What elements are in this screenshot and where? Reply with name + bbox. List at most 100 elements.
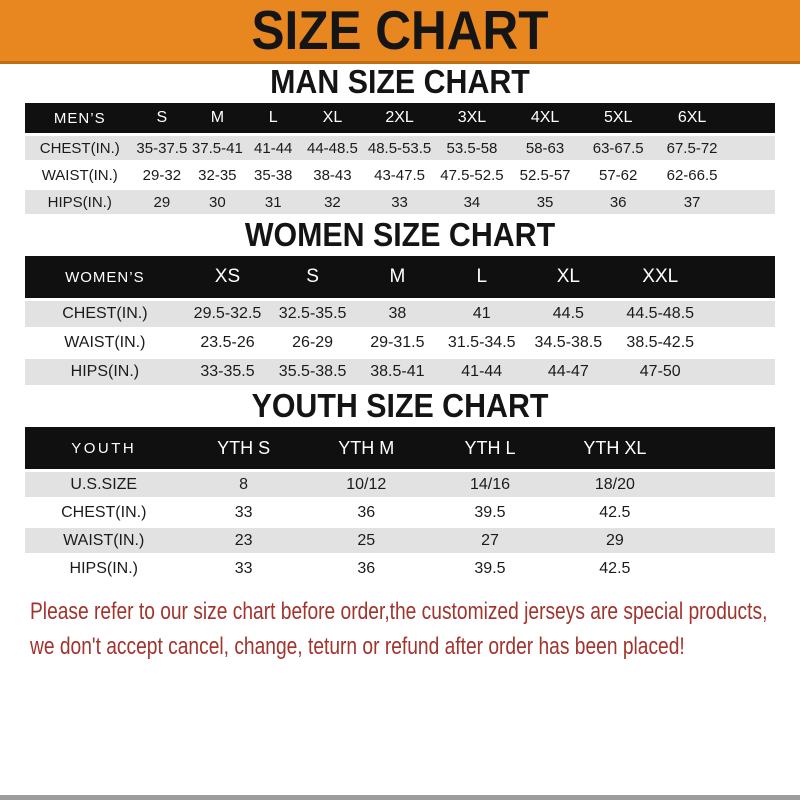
size-value-cell: 67.5-72 [654, 136, 730, 160]
size-value-cell: 35.5-38.5 [270, 359, 355, 385]
size-column-header: YTH S [182, 427, 305, 469]
size-value-cell: 29-32 [134, 163, 190, 187]
size-column-header: S [270, 256, 355, 298]
size-value-cell: 47.5-52.5 [435, 163, 509, 187]
size-value-cell: 35-37.5 [134, 136, 190, 160]
size-value-cell: 44.5-48.5 [612, 301, 708, 327]
section-women: WOMEN SIZE CHART WOMEN’S XS S M L XL XXL CHEST(… [0, 217, 800, 388]
size-column-header: XS [184, 256, 271, 298]
section-youth: YOUTH SIZE CHART YOUTH YTH S YTH M YTH L YTH… [0, 388, 800, 584]
spacer-cell [707, 301, 775, 327]
size-value-cell: 29 [134, 190, 190, 214]
measurement-label: HIPS(IN.) [25, 556, 183, 581]
size-value-cell: 10/12 [304, 472, 428, 497]
size-chart-banner: SIZE CHART [0, 0, 800, 64]
policy-line-2: we don't accept cancel, change, teturn o… [30, 633, 685, 660]
size-value-cell: 41-44 [245, 136, 301, 160]
size-value-cell: 36 [581, 190, 655, 214]
women-size-table: WOMEN’S XS S M L XL XXL CHEST(IN.) 29.5-32.5 32.5… [25, 253, 775, 388]
size-value-cell: 39.5 [427, 556, 553, 581]
size-value-cell: 23 [182, 528, 305, 553]
measurement-label: U.S.SIZE [25, 472, 183, 497]
women-section-heading: WOMEN SIZE CHART [244, 216, 556, 253]
table-header-label: YOUTH [25, 427, 183, 469]
size-value-cell: 36 [304, 500, 428, 525]
size-value-cell: 35-38 [245, 163, 301, 187]
bottom-edge-bar [0, 795, 800, 800]
size-value-cell: 32-35 [189, 163, 246, 187]
size-column-header: S [134, 103, 190, 133]
size-column-header: 6XL [654, 103, 730, 133]
size-value-cell: 52.5-57 [508, 163, 582, 187]
measurement-label: HIPS(IN.) [25, 359, 185, 385]
size-value-cell: 38.5-42.5 [612, 330, 708, 356]
size-value-cell: 48.5-53.5 [363, 136, 436, 160]
size-value-cell: 37 [654, 190, 730, 214]
size-value-cell: 33 [182, 500, 305, 525]
size-value-cell: 42.5 [552, 556, 678, 581]
table-header-row: YOUTH YTH S YTH M YTH L YTH XL [25, 427, 775, 469]
size-value-cell: 62-66.5 [654, 163, 730, 187]
men-section-heading: MAN SIZE CHART [270, 63, 530, 100]
size-value-cell: 18/20 [552, 472, 678, 497]
size-value-cell: 33 [182, 556, 305, 581]
size-value-cell: 63-67.5 [581, 136, 655, 160]
size-column-header: 5XL [581, 103, 655, 133]
table-row: HIPS(IN.) 33-35.5 35.5-38.5 38.5-41 41-44 44-… [25, 359, 775, 385]
size-column-header: 4XL [508, 103, 582, 133]
spacer-cell [677, 528, 775, 553]
size-column-header: XL [523, 256, 613, 298]
size-value-cell: 53.5-58 [435, 136, 509, 160]
size-column-header: 2XL [363, 103, 436, 133]
table-header-row: MEN’S S M L XL 2XL 3XL 4XL 5XL 6XL [25, 103, 775, 133]
table-row: WAIST(IN.) 23.5-26 26-29 29-31.5 31.5-34.5 34… [25, 330, 775, 356]
size-value-cell: 38-43 [300, 163, 364, 187]
size-value-cell: 58-63 [508, 136, 582, 160]
size-column-header: YTH M [304, 427, 428, 469]
size-value-cell: 26-29 [270, 330, 355, 356]
measurement-label: CHEST(IN.) [25, 136, 135, 160]
measurement-label: CHEST(IN.) [25, 301, 185, 327]
size-value-cell: 36 [304, 556, 428, 581]
table-row: WAIST(IN.) 23 25 27 29 [25, 528, 775, 553]
size-value-cell: 34 [435, 190, 509, 214]
size-value-cell: 44.5 [523, 301, 613, 327]
size-value-cell: 41-44 [439, 359, 524, 385]
size-value-cell: 37.5-41 [189, 136, 246, 160]
size-value-cell: 31 [245, 190, 301, 214]
measurement-label: WAIST(IN.) [25, 330, 185, 356]
spacer-cell [677, 500, 775, 525]
size-value-cell: 29 [552, 528, 678, 553]
size-value-cell: 25 [304, 528, 428, 553]
spacer-cell [677, 556, 775, 581]
spacer-cell [729, 136, 775, 160]
measurement-label: CHEST(IN.) [25, 500, 183, 525]
size-value-cell: 32 [300, 190, 364, 214]
table-header-label: MEN’S [25, 103, 135, 133]
size-value-cell: 44-48.5 [300, 136, 364, 160]
size-value-cell: 27 [427, 528, 553, 553]
size-value-cell: 44-47 [523, 359, 613, 385]
order-policy-note: Please refer to our size chart before or… [30, 594, 800, 664]
size-value-cell: 29.5-32.5 [184, 301, 271, 327]
size-value-cell: 33 [363, 190, 436, 214]
size-column-header: L [439, 256, 524, 298]
size-value-cell: 39.5 [427, 500, 553, 525]
size-value-cell: 47-50 [612, 359, 708, 385]
spacer-cell [729, 190, 775, 214]
spacer-cell [729, 103, 775, 133]
table-row: CHEST(IN.) 35-37.5 37.5-41 41-44 44-48.5 48.5… [25, 136, 775, 160]
size-column-header: XXL [612, 256, 708, 298]
size-value-cell: 23.5-26 [184, 330, 271, 356]
spacer-cell [729, 163, 775, 187]
size-value-cell: 32.5-35.5 [270, 301, 355, 327]
measurement-label: WAIST(IN.) [25, 163, 135, 187]
size-value-cell: 42.5 [552, 500, 678, 525]
size-column-header: M [189, 103, 246, 133]
size-chart-content: MAN SIZE CHART MEN’S S M L XL 2XL 3XL 4XL 5XL 6XL… [0, 64, 800, 664]
size-value-cell: 57-62 [581, 163, 655, 187]
youth-size-table: YOUTH YTH S YTH M YTH L YTH XL U.S.SIZE 8 10/12… [25, 424, 775, 584]
table-row: CHEST(IN.) 33 36 39.5 42.5 [25, 500, 775, 525]
size-value-cell: 35 [508, 190, 582, 214]
size-value-cell: 43-47.5 [363, 163, 436, 187]
